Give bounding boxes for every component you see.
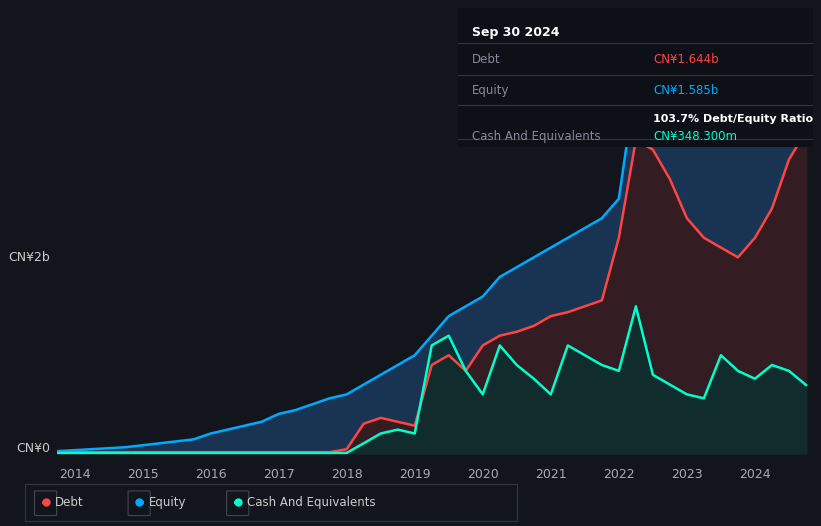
Text: Equity: Equity [149,496,186,509]
Text: CN¥1.585b: CN¥1.585b [654,84,718,97]
Point [39,498,53,507]
Point [232,498,245,507]
Point [133,498,146,507]
Text: Cash And Equivalents: Cash And Equivalents [247,496,376,509]
FancyBboxPatch shape [227,491,249,515]
Text: Equity: Equity [472,84,510,97]
Text: Debt: Debt [55,496,84,509]
Text: 103.7% Debt/Equity Ratio: 103.7% Debt/Equity Ratio [654,114,814,125]
Text: Cash And Equivalents: Cash And Equivalents [472,129,601,143]
Text: CN¥1.644b: CN¥1.644b [654,53,719,66]
Text: CN¥2b: CN¥2b [8,251,50,264]
FancyBboxPatch shape [34,491,57,515]
Text: Debt: Debt [472,53,501,66]
Text: Sep 30 2024: Sep 30 2024 [472,26,560,39]
FancyBboxPatch shape [128,491,150,515]
Text: CN¥0: CN¥0 [16,442,50,455]
Text: CN¥348.300m: CN¥348.300m [654,129,737,143]
